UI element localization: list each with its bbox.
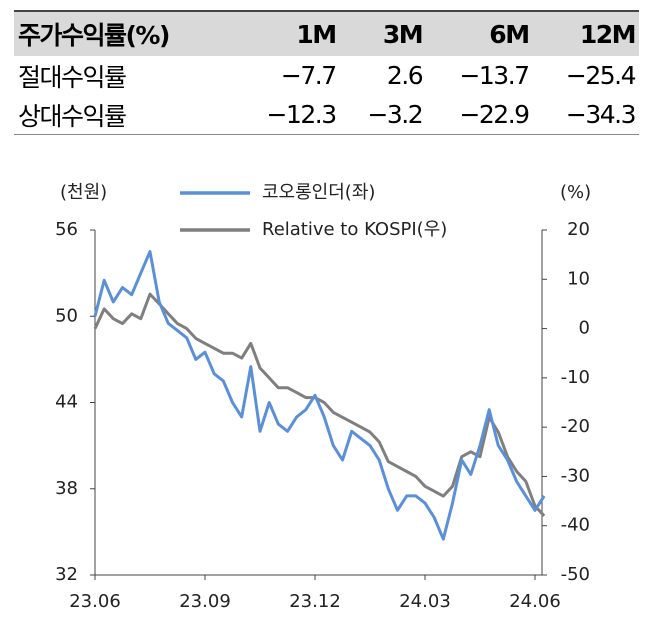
y2-tick-label: 0 <box>579 318 590 339</box>
header-cell: 6M <box>426 10 533 56</box>
y-axis-label: (천원) <box>60 182 107 203</box>
x-tick-label: 23.09 <box>179 591 231 612</box>
x-tick-label: 24.06 <box>509 591 561 612</box>
y2-tick-label: -50 <box>561 564 590 585</box>
y2-tick-label: -40 <box>561 515 590 536</box>
y2-tick-label: 20 <box>567 219 590 240</box>
legend-label: 코오롱인더(좌) <box>262 182 375 203</box>
header-cell: 주가수익률(%) <box>14 10 234 56</box>
legend-label: Relative to KOSPI(우) <box>262 219 447 240</box>
table-cell: −3.2 <box>339 95 427 135</box>
series-line <box>93 292 546 517</box>
header-cell: 12M <box>532 10 639 56</box>
table-cell: −7.7 <box>280 61 337 90</box>
table-cell: 상대수익률 <box>14 95 234 135</box>
y-tick-label: 50 <box>55 305 78 326</box>
header-cell: 3M <box>339 10 427 56</box>
table-row: 절대수익률 −7.7 2.6 −13.7 −25.4 <box>14 56 639 95</box>
x-tick-label: 23.06 <box>69 591 121 612</box>
y2-tick-label: 10 <box>567 268 590 289</box>
y-tick-label: 44 <box>55 392 78 413</box>
y2-tick-label: -30 <box>561 465 590 486</box>
y-tick-label: 38 <box>55 478 78 499</box>
table-cell: 절대수익률 <box>18 62 127 92</box>
table-cell: −22.9 <box>426 95 533 135</box>
table-cell: −25.4 <box>565 61 637 90</box>
table-cell: −13.7 <box>459 61 530 90</box>
y2-tick-label: -20 <box>561 416 590 437</box>
table-cell: −12.3 <box>233 95 340 135</box>
series-line <box>93 250 546 541</box>
table-cell: 2.6 <box>386 61 424 90</box>
header-cell: 1M <box>233 10 340 56</box>
y-tick-label: 56 <box>55 219 78 240</box>
table-cell: −34.3 <box>532 95 639 135</box>
y2-axis-label: (%) <box>560 182 591 203</box>
returns-table: 주가수익률(%) 1M 3M 6M 12M 절대수익률 −7.7 2.6 −13.7 −25.4 상… <box>14 10 639 135</box>
x-tick-label: 23.12 <box>289 591 341 612</box>
x-tick-label: 24.03 <box>399 591 451 612</box>
y-tick-label: 32 <box>55 564 78 585</box>
y2-tick-label: -10 <box>561 367 590 388</box>
table-row: 상대수익률 −12.3 −3.2 −22.9 −34.3 <box>14 95 639 135</box>
